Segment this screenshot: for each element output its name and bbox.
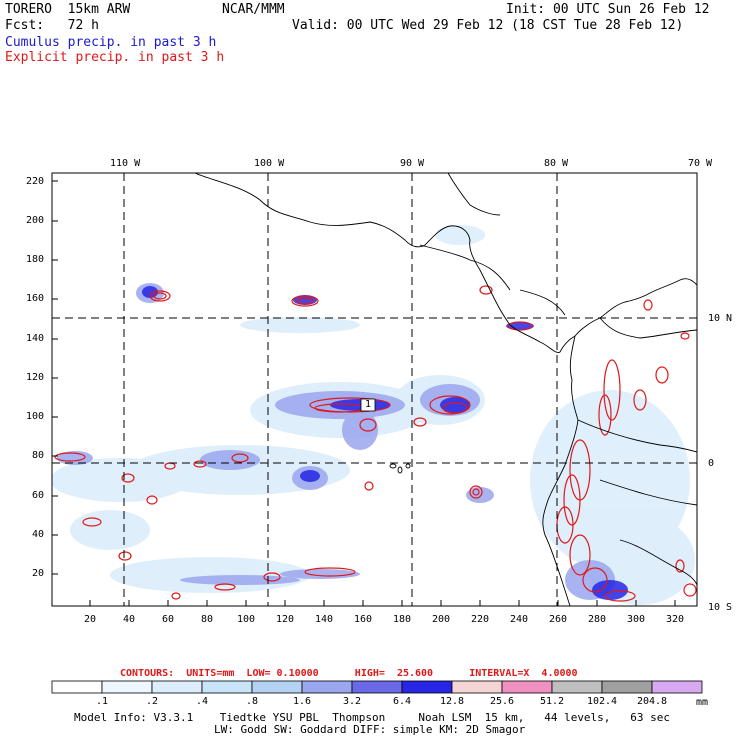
x-tick-label: 320 bbox=[666, 614, 685, 625]
colorbar-units: mm bbox=[696, 697, 709, 708]
colorbar-label: 12.8 bbox=[439, 696, 465, 707]
contour-info: CONTOURS: UNITS=mm LOW= 0.10000 HIGH= 25… bbox=[120, 668, 578, 679]
colorbar-label: .4 bbox=[195, 696, 209, 707]
x-tick-label: 60 bbox=[162, 614, 175, 625]
lat-label-0: 0 bbox=[708, 458, 715, 469]
x-tick-label: 100 bbox=[237, 614, 256, 625]
x-tick-label: 80 bbox=[201, 614, 214, 625]
x-tick-label: 260 bbox=[549, 614, 568, 625]
axis-ticks bbox=[52, 180, 676, 606]
lon-label-70w: 70 W bbox=[688, 158, 713, 169]
lat-label-10s: 10 S bbox=[708, 602, 733, 613]
y-tick-label: 180 bbox=[26, 254, 45, 265]
galapagos-islands bbox=[389, 463, 411, 474]
x-tick-label: 40 bbox=[123, 614, 136, 625]
colorbar-label: 204.8 bbox=[636, 696, 668, 707]
lat-label-10n: 10 N bbox=[708, 313, 733, 324]
center-name: NCAR/MMM bbox=[222, 2, 285, 17]
colorbar-label: 102.4 bbox=[586, 696, 618, 707]
y-tick-label: 120 bbox=[26, 372, 45, 383]
colorbar-label: .8 bbox=[245, 696, 259, 707]
map-frame bbox=[51, 172, 698, 607]
colorbar-label: 3.2 bbox=[342, 696, 362, 707]
graticule bbox=[52, 173, 697, 606]
explicit-precip-contours bbox=[54, 285, 697, 602]
init-time: Init: 00 UTC Sun 26 Feb 12 bbox=[506, 2, 710, 17]
colorbar-label: .2 bbox=[145, 696, 159, 707]
lon-label-100w: 100 W bbox=[254, 158, 285, 169]
coastlines bbox=[194, 173, 697, 606]
physics-info: LW: Godd SW: Goddard DIFF: simple KM: 2D… bbox=[214, 723, 526, 736]
x-tick-label: 220 bbox=[471, 614, 490, 625]
lon-label-80w: 80 W bbox=[544, 158, 569, 169]
y-tick-label: 80 bbox=[32, 450, 45, 461]
y-tick-label: 200 bbox=[26, 215, 45, 226]
x-tick-label: 180 bbox=[393, 614, 412, 625]
y-tick-label: 160 bbox=[26, 293, 45, 304]
lon-label-90w: 90 W bbox=[400, 158, 425, 169]
y-tick-label: 140 bbox=[26, 333, 45, 344]
x-tick-label: 200 bbox=[432, 614, 451, 625]
x-tick-label: 140 bbox=[315, 614, 334, 625]
x-tick-label: 120 bbox=[276, 614, 295, 625]
max-marker-label: 1 bbox=[365, 399, 372, 410]
colorbar-label: 6.4 bbox=[392, 696, 412, 707]
valid-time: Valid: 00 UTC Wed 29 Feb 12 (18 CST Tue … bbox=[292, 18, 684, 33]
y-tick-label: 220 bbox=[26, 176, 45, 187]
x-tick-label: 20 bbox=[84, 614, 97, 625]
y-tick-label: 20 bbox=[32, 568, 45, 579]
y-tick-label: 100 bbox=[26, 411, 45, 422]
x-tick-label: 300 bbox=[627, 614, 646, 625]
colorbar-label: 25.6 bbox=[489, 696, 515, 707]
model-info: Model Info: V3.3.1 Tiedtke YSU PBL Thomp… bbox=[74, 711, 671, 724]
x-tick-label: 240 bbox=[510, 614, 529, 625]
max-marker-box bbox=[360, 398, 376, 412]
x-tick-label: 160 bbox=[354, 614, 373, 625]
y-tick-label: 40 bbox=[32, 529, 45, 540]
x-tick-label: 280 bbox=[588, 614, 607, 625]
colorbar-label: .1 bbox=[95, 696, 109, 707]
colorbar-label: 51.2 bbox=[539, 696, 565, 707]
forecast-hour: Fcst: 72 h bbox=[5, 18, 99, 33]
cumulus-legend: Cumulus precip. in past 3 h bbox=[5, 35, 217, 50]
colorbar-label: 1.6 bbox=[292, 696, 312, 707]
lon-label-110w: 110 W bbox=[110, 158, 141, 169]
y-tick-label: 60 bbox=[32, 490, 45, 501]
explicit-legend: Explicit precip. in past 3 h bbox=[5, 50, 225, 65]
model-run-title: TORERO 15km ARW bbox=[5, 2, 131, 17]
